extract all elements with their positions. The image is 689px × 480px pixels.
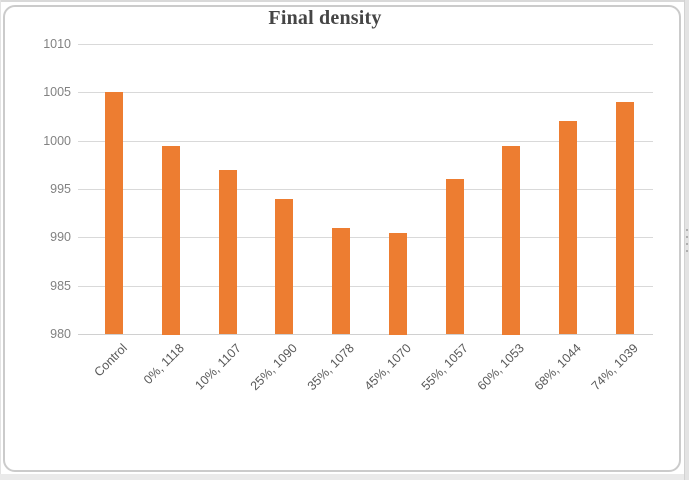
bar-45%, 1070[interactable] bbox=[389, 233, 407, 335]
x-axis-category-label: 55%, 1057 bbox=[418, 341, 471, 394]
y-axis-tick-label: 1000 bbox=[43, 134, 71, 148]
bar-35%, 1078[interactable] bbox=[332, 228, 350, 334]
bar-10%, 1107[interactable] bbox=[219, 170, 237, 334]
bar-60%, 1053[interactable] bbox=[502, 146, 520, 335]
gridline bbox=[78, 44, 653, 45]
chart-title: Final density bbox=[268, 7, 382, 29]
bar-Control[interactable] bbox=[105, 92, 123, 334]
window-top-edge bbox=[0, 0, 689, 2]
x-axis-line bbox=[78, 334, 653, 335]
gridline bbox=[78, 92, 653, 93]
gridline bbox=[78, 189, 653, 190]
x-axis-category-label: 35%, 1078 bbox=[304, 341, 357, 394]
scrollbar-track[interactable] bbox=[684, 0, 689, 480]
window-bottom-edge bbox=[0, 474, 689, 480]
bar-25%, 1090[interactable] bbox=[275, 199, 293, 334]
x-axis-category-label: 68%, 1044 bbox=[531, 341, 584, 394]
y-axis-tick-label: 1005 bbox=[43, 85, 71, 99]
y-axis-tick-label: 995 bbox=[50, 182, 71, 196]
x-axis-category-label: 45%, 1070 bbox=[361, 341, 414, 394]
gridline bbox=[78, 237, 653, 238]
x-axis-category-label: 0%, 1118 bbox=[140, 341, 187, 387]
scrollbar-grip[interactable] bbox=[686, 229, 688, 252]
y-axis-tick-label: 985 bbox=[50, 279, 71, 293]
bar-0%, 1118[interactable] bbox=[162, 146, 180, 335]
gridline bbox=[78, 141, 653, 142]
x-axis-category-label: 25%, 1090 bbox=[247, 341, 300, 394]
window-left-edge bbox=[0, 0, 1, 480]
x-axis-category-label: Control bbox=[91, 341, 130, 380]
x-axis-category-label: 60%, 1053 bbox=[474, 341, 527, 394]
gridline bbox=[78, 286, 653, 287]
x-axis-category-label: 10%, 1107 bbox=[192, 341, 244, 393]
bar-68%, 1044[interactable] bbox=[559, 121, 577, 334]
y-axis-tick-label: 990 bbox=[50, 230, 71, 244]
x-axis-category-label: 74%, 1039 bbox=[588, 341, 641, 394]
bar-74%, 1039[interactable] bbox=[616, 102, 634, 334]
y-axis-tick-label: 980 bbox=[50, 327, 71, 341]
bar-55%, 1057[interactable] bbox=[446, 179, 464, 334]
y-axis-tick-label: 1010 bbox=[43, 37, 71, 51]
